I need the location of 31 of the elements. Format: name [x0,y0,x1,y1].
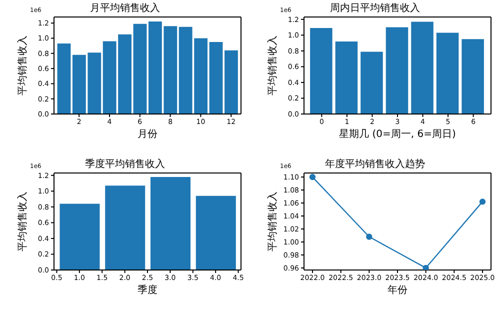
y-axis-title: 平均销售收入 [16,192,29,252]
chart-title: 周内日平均销售收入 [330,3,420,14]
bar [196,196,236,270]
bar [57,44,71,114]
bar [209,42,223,114]
bar [411,22,434,114]
bar [133,24,147,114]
bar [360,52,383,114]
x-axis-title: 月份 [138,129,158,140]
point [366,234,372,240]
x-axis-title: 星期几 (0=周一, 6=周日) [339,128,456,140]
bar [310,28,332,114]
bar [386,27,408,114]
x-axis-title: 年份 [388,284,408,296]
y-axis-title: 平均销售收入 [266,36,279,96]
bar [60,204,100,270]
chart-title: 年度平均销售收入趋势 [325,159,425,170]
chart-title: 月平均销售收入 [90,3,160,14]
point [479,198,486,205]
bar [105,186,146,270]
y-axis-title: 平均销售收入 [16,36,29,96]
bar [436,32,459,114]
bar [150,176,190,270]
y-axis-title: 平均销售收入 [266,192,279,252]
bar [224,50,238,114]
bar [462,39,484,114]
bar [335,41,358,114]
x-axis-title: 季度 [138,284,158,296]
point [309,174,316,180]
chart-title: 季度平均销售收入 [85,159,165,170]
point [422,264,429,270]
